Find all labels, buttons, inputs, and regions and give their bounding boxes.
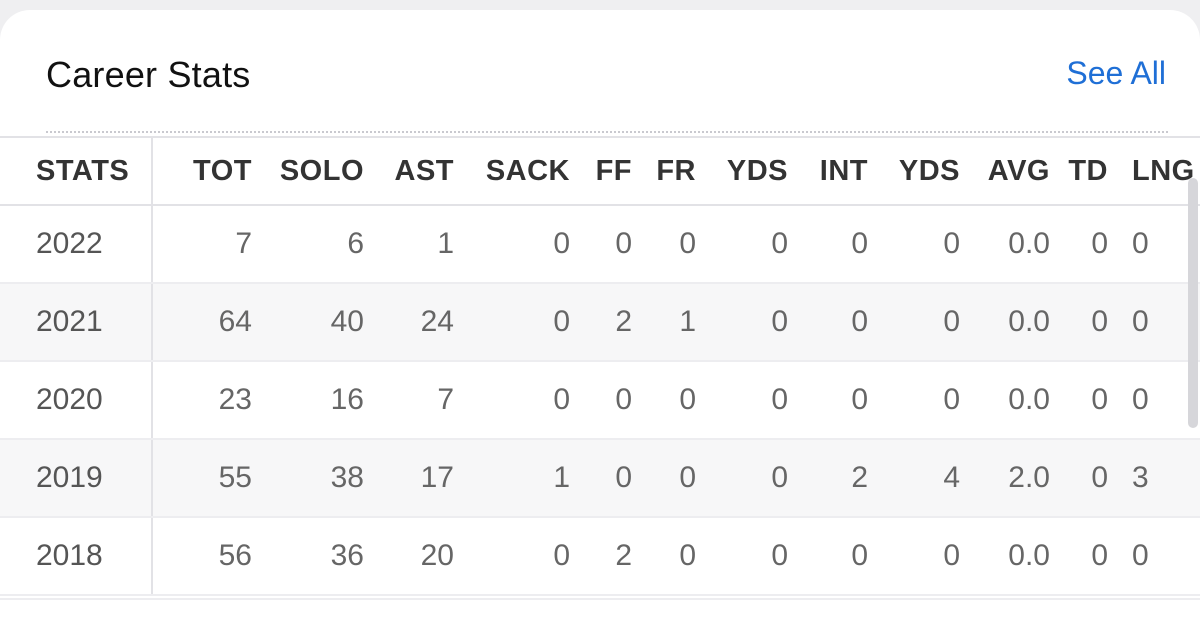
table-cell: 0.0	[960, 205, 1050, 283]
table-cell: 4	[868, 439, 960, 517]
table-cell: 24	[364, 283, 454, 361]
table-cell: 55	[152, 439, 252, 517]
column-header-tot[interactable]: TOT	[152, 137, 252, 205]
table-row: 2020 23 16 7 0 0 0 0 0 0 0.0 0 0	[0, 361, 1200, 439]
table-cell: 23	[152, 361, 252, 439]
column-header-avg[interactable]: AVG	[960, 137, 1050, 205]
table-cell: 2	[570, 283, 632, 361]
table-cell: 0	[1108, 205, 1200, 283]
table-cell: 0	[788, 517, 868, 595]
table-cell: 1	[632, 283, 696, 361]
table-cell: 0	[696, 283, 788, 361]
column-header-yds[interactable]: YDS	[696, 137, 788, 205]
table-cell: 0	[696, 439, 788, 517]
table-cell: 1	[364, 205, 454, 283]
table-cell: 1	[454, 439, 570, 517]
table-cell: 0	[696, 205, 788, 283]
column-header-sack[interactable]: SACK	[454, 137, 570, 205]
table-bottom-divider	[0, 598, 1200, 600]
row-season-cell: 2018	[0, 517, 152, 595]
table-cell: 0	[1050, 517, 1108, 595]
card-header: Career Stats See All	[0, 10, 1200, 132]
table-row: 2019 55 38 17 1 0 0 0 2 4 2.0 0 3	[0, 439, 1200, 517]
table-cell: 0.0	[960, 361, 1050, 439]
table-cell: 0	[632, 205, 696, 283]
career-stats-card: Career Stats See All STA	[0, 10, 1200, 620]
table-row: 2018 56 36 20 0 2 0 0 0 0 0.0 0 0	[0, 517, 1200, 595]
table-cell: 0	[632, 517, 696, 595]
table-cell: 16	[252, 361, 364, 439]
table-cell: 0	[788, 205, 868, 283]
vertical-scrollbar[interactable]	[1188, 178, 1198, 428]
column-header-fr[interactable]: FR	[632, 137, 696, 205]
stats-table-scroll[interactable]: STATS TOT SOLO AST SACK FF FR YDS INT YD…	[0, 136, 1200, 598]
table-cell: 0	[868, 205, 960, 283]
table-cell: 0	[454, 517, 570, 595]
table-cell: 0	[570, 439, 632, 517]
see-all-link[interactable]: See All	[1066, 55, 1166, 92]
table-cell: 0	[632, 439, 696, 517]
header-divider	[46, 131, 1168, 133]
table-cell: 0	[454, 205, 570, 283]
table-cell: 64	[152, 283, 252, 361]
table-cell: 7	[364, 361, 454, 439]
table-cell: 0.0	[960, 283, 1050, 361]
column-header-ff[interactable]: FF	[570, 137, 632, 205]
table-cell: 40	[252, 283, 364, 361]
table-cell: 0	[788, 283, 868, 361]
table-row: 2021 64 40 24 0 2 1 0 0 0 0.0 0 0	[0, 283, 1200, 361]
row-season-cell: 2020	[0, 361, 152, 439]
table-cell: 7	[152, 205, 252, 283]
table-cell: 0	[868, 517, 960, 595]
table-cell: 0	[632, 361, 696, 439]
table-cell: 0.0	[960, 517, 1050, 595]
table-cell: 6	[252, 205, 364, 283]
table-cell: 0	[868, 361, 960, 439]
table-cell: 0	[1108, 283, 1200, 361]
table-cell: 0	[1108, 361, 1200, 439]
table-cell: 0	[1050, 205, 1108, 283]
table-cell: 2.0	[960, 439, 1050, 517]
column-header-lng[interactable]: LNG	[1108, 137, 1200, 205]
column-header-ast[interactable]: AST	[364, 137, 454, 205]
table-cell: 0	[1108, 517, 1200, 595]
table-cell: 2	[570, 517, 632, 595]
table-cell: 56	[152, 517, 252, 595]
column-header-solo[interactable]: SOLO	[252, 137, 364, 205]
row-season-cell: 2022	[0, 205, 152, 283]
row-season-cell: 2021	[0, 283, 152, 361]
table-cell: 0	[868, 283, 960, 361]
table-cell: 0	[696, 361, 788, 439]
row-season-cell: 2019	[0, 439, 152, 517]
table-cell: 0	[1050, 439, 1108, 517]
table-row: 2022 7 6 1 0 0 0 0 0 0 0.0 0 0	[0, 205, 1200, 283]
table-header-row: STATS TOT SOLO AST SACK FF FR YDS INT YD…	[0, 137, 1200, 205]
table-cell: 3	[1108, 439, 1200, 517]
table-cell: 0	[788, 361, 868, 439]
column-header-td[interactable]: TD	[1050, 137, 1108, 205]
table-cell: 2	[788, 439, 868, 517]
column-header-int[interactable]: INT	[788, 137, 868, 205]
table-cell: 38	[252, 439, 364, 517]
column-header-stats[interactable]: STATS	[0, 137, 152, 205]
column-header-int-yds[interactable]: YDS	[868, 137, 960, 205]
stats-table: STATS TOT SOLO AST SACK FF FR YDS INT YD…	[0, 136, 1200, 596]
table-cell: 17	[364, 439, 454, 517]
table-cell: 0	[570, 361, 632, 439]
table-cell: 36	[252, 517, 364, 595]
card-title: Career Stats	[46, 54, 250, 96]
table-cell: 0	[454, 283, 570, 361]
table-cell: 0	[696, 517, 788, 595]
table-cell: 20	[364, 517, 454, 595]
table-cell: 0	[454, 361, 570, 439]
table-cell: 0	[1050, 361, 1108, 439]
table-cell: 0	[570, 205, 632, 283]
table-cell: 0	[1050, 283, 1108, 361]
